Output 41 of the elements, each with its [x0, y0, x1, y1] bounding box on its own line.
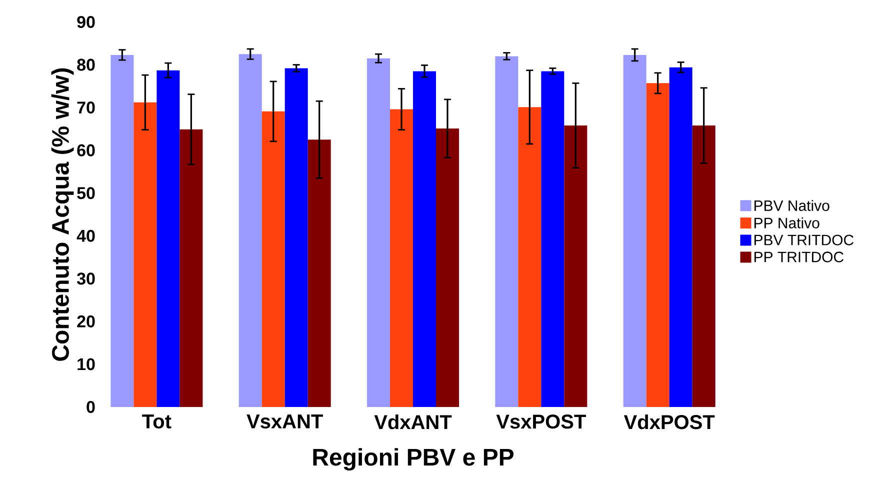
y-tick-label: 30	[76, 272, 95, 285]
bar	[413, 71, 436, 407]
y-tick-label: 40	[76, 230, 95, 242]
x-tick-label: VdxPOST	[624, 414, 715, 430]
x-tick-label: VsxANT	[246, 414, 323, 428]
bar	[692, 126, 716, 407]
legend-label: PBV Nativo	[754, 200, 830, 211]
legend-label: PBV TRITDOC	[754, 234, 854, 246]
bar	[180, 129, 203, 407]
bar	[156, 70, 180, 407]
bar	[262, 111, 285, 407]
x-axis-title: Regioni PBV e PP	[313, 448, 514, 471]
bar	[646, 83, 670, 407]
y-tick-label: 80	[77, 58, 95, 71]
y-axis-title: Contenuto Acqua (% w/w)	[51, 68, 74, 361]
bar	[390, 109, 414, 407]
y-tick-label: 90	[77, 16, 95, 28]
bar	[518, 107, 542, 407]
x-tick-label: VsxPOST	[496, 414, 586, 429]
x-tick-label: VdxANT	[374, 414, 452, 430]
y-tick-label: 0	[86, 400, 95, 414]
bar	[238, 54, 262, 407]
y-tick-label: 10	[78, 358, 95, 370]
x-tick-label: Tot	[142, 414, 172, 428]
legend-label: PP Nativo	[754, 217, 820, 228]
bar	[541, 71, 564, 407]
bar	[367, 58, 390, 407]
bar	[308, 140, 331, 407]
y-tick-label: 60	[77, 144, 95, 156]
bar	[110, 54, 134, 407]
y-tick-label: 20	[77, 315, 95, 328]
y-tick-label: 50	[77, 187, 95, 200]
legend-label: PP TRITDOC	[754, 252, 844, 262]
bar	[134, 102, 157, 407]
bar	[669, 67, 692, 407]
bar	[436, 128, 460, 407]
bar	[495, 56, 518, 407]
bar	[284, 68, 308, 407]
bar	[623, 54, 646, 407]
y-tick-label: 70	[77, 102, 95, 114]
bar	[564, 126, 588, 407]
